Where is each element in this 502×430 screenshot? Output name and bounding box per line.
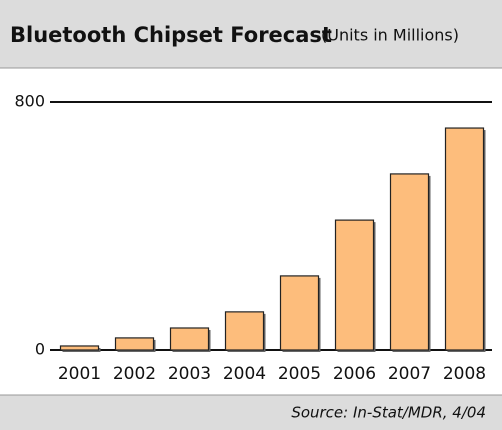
x-tick-label: 2001 [58,364,101,384]
footer-band [0,395,502,430]
x-tick-label: 2002 [113,364,156,384]
x-tick-label: 2004 [223,364,266,384]
header-band [0,0,502,68]
bar [279,275,320,351]
bar [389,173,430,351]
bar [114,337,155,351]
x-tick-label: 2007 [388,364,431,384]
chart-title: Bluetooth Chipset Forecast [10,23,332,47]
y-tick-label: 800 [14,92,45,111]
x-tick-label: 2008 [443,364,486,384]
bar [444,127,485,351]
x-tick-label: 2003 [168,364,211,384]
bar [59,345,100,351]
bar [334,219,375,351]
y-tick-label: 0 [35,340,45,359]
x-tick-label: 2006 [333,364,376,384]
bar [169,327,210,351]
source-note: Source: In-Stat/MDR, 4/04 [291,404,486,422]
x-tick-label: 2005 [278,364,321,384]
bar [224,311,265,351]
chart-subtitle: (Units in Millions) [321,26,459,45]
